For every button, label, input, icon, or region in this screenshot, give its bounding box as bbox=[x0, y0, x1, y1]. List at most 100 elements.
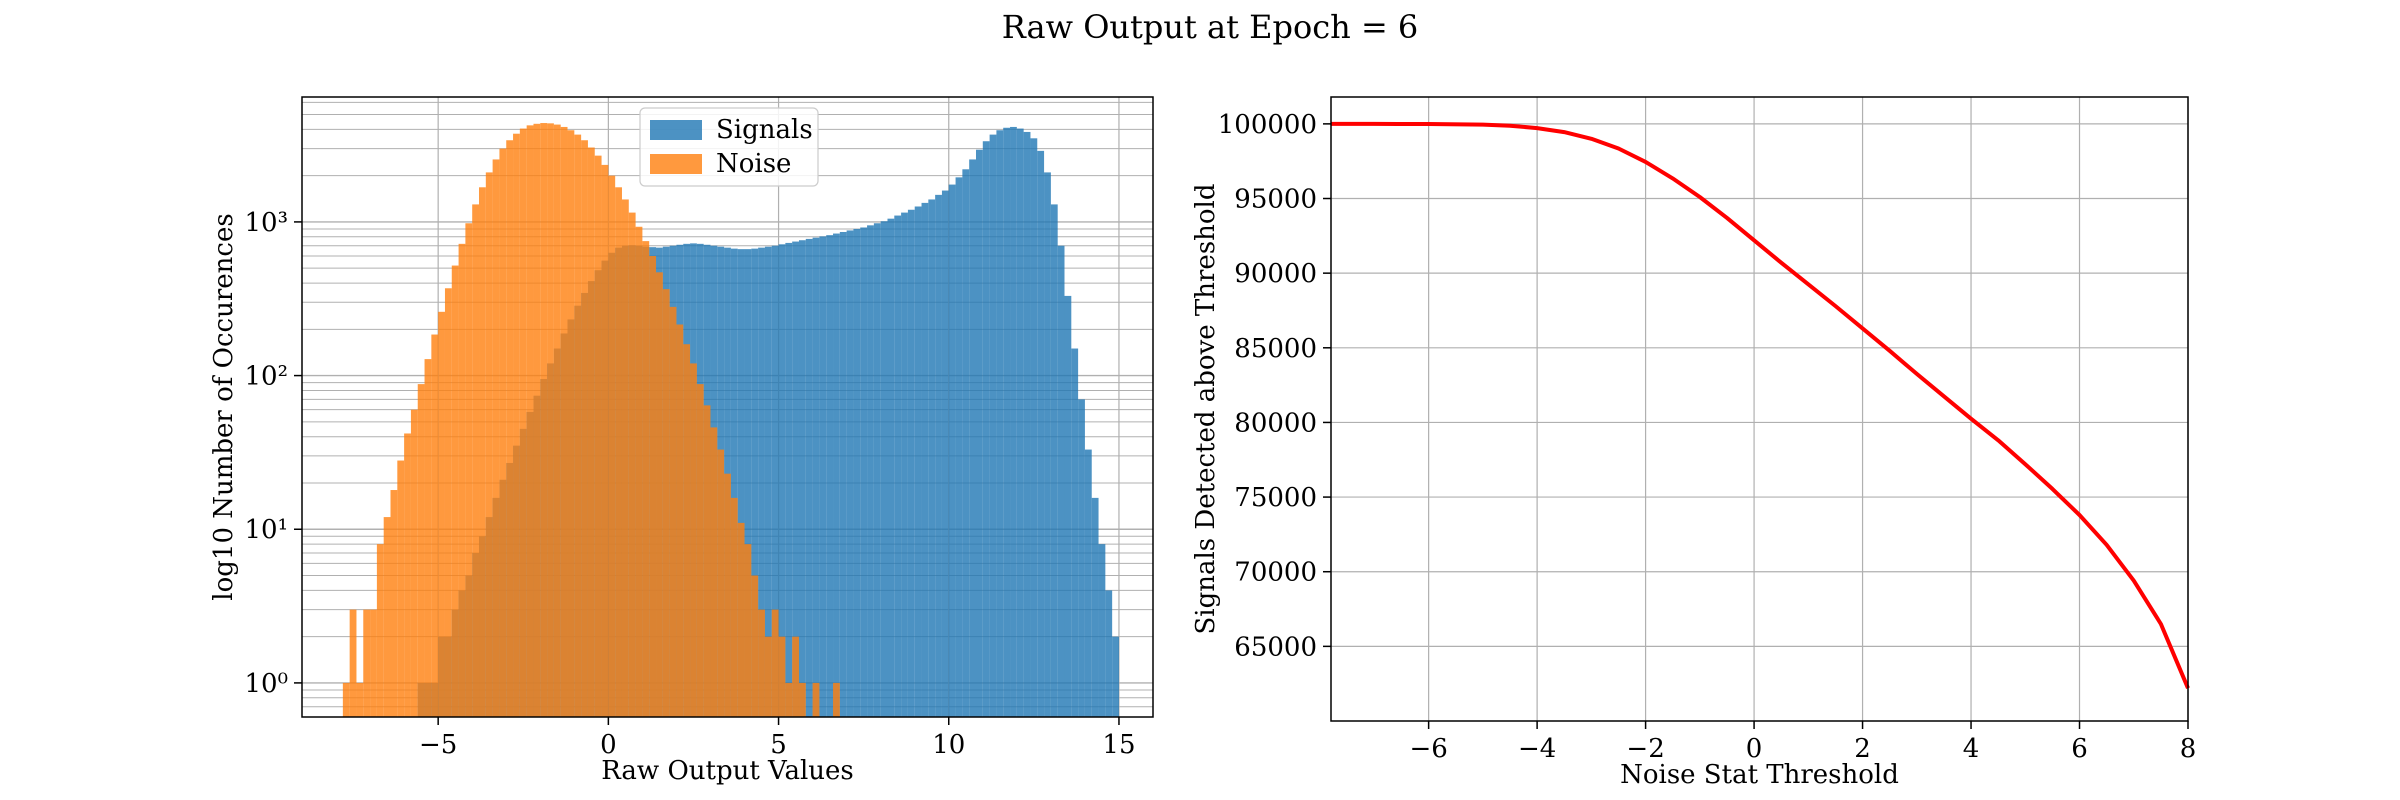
histogram-bar bbox=[744, 249, 752, 717]
histogram-bar bbox=[465, 223, 473, 717]
histogram-bar bbox=[812, 682, 820, 717]
histogram-bar bbox=[485, 172, 493, 718]
histogram-bar bbox=[792, 636, 799, 717]
histogram-x-axis-label: Raw Output Values bbox=[601, 756, 853, 786]
histogram-bar bbox=[363, 609, 371, 717]
line-y-tick-label: 85000 bbox=[1234, 334, 1317, 364]
histogram-bar bbox=[989, 134, 997, 717]
histogram-bar bbox=[547, 123, 554, 718]
histogram-bar bbox=[615, 187, 622, 717]
histogram-bar bbox=[390, 490, 398, 717]
histogram-bar bbox=[1098, 544, 1106, 717]
histogram-bar bbox=[730, 497, 738, 717]
histogram-bar bbox=[792, 241, 799, 717]
histogram-bar bbox=[553, 124, 561, 717]
histogram-bar bbox=[764, 246, 772, 717]
line-y-tick-label: 70000 bbox=[1234, 558, 1317, 588]
histogram-bar bbox=[703, 405, 711, 717]
histogram-bar bbox=[758, 609, 765, 717]
histogram-bar bbox=[771, 609, 779, 717]
line-y-tick-label: 75000 bbox=[1234, 483, 1317, 513]
histogram-bar bbox=[798, 240, 806, 717]
histogram-bar bbox=[969, 159, 976, 717]
histogram-bar bbox=[1023, 131, 1031, 717]
histogram-bar bbox=[901, 212, 908, 718]
histogram-bar bbox=[479, 187, 486, 717]
histogram-bar bbox=[628, 212, 636, 718]
line-y-ticks: 65000 70000 75000 80000 85000 90000 95000 10000… bbox=[1218, 110, 1331, 662]
histogram-bar bbox=[724, 473, 731, 717]
histogram-bar bbox=[1105, 590, 1113, 717]
histogram-bar bbox=[819, 236, 827, 717]
histogram-bar bbox=[778, 244, 786, 717]
histogram-bar bbox=[649, 256, 657, 717]
histogram-bar bbox=[717, 449, 725, 717]
histogram-bar bbox=[513, 133, 520, 718]
line-y-tick-label: 100000 bbox=[1218, 110, 1317, 140]
histogram-bar bbox=[662, 289, 670, 717]
histogram-bar bbox=[873, 223, 881, 717]
histogram-bar bbox=[397, 460, 405, 717]
histogram-bar bbox=[880, 221, 888, 717]
histogram-bar bbox=[921, 202, 929, 717]
histogram-bar bbox=[826, 235, 834, 718]
histogram-bar bbox=[376, 544, 384, 717]
line-y-tick-label: 80000 bbox=[1234, 408, 1317, 438]
histogram-bar bbox=[948, 184, 956, 717]
line-y-axis-label: Signals Detected above Threshold bbox=[1191, 183, 1221, 634]
histogram-bar bbox=[1030, 138, 1038, 717]
histogram-bar bbox=[526, 125, 534, 718]
histogram-y-tick-label: 10³ bbox=[244, 208, 288, 238]
line-x-tick-label: 4 bbox=[1963, 734, 1980, 764]
histogram-bar bbox=[805, 238, 813, 717]
histogram-bar bbox=[785, 242, 793, 717]
histogram-bar bbox=[587, 147, 595, 717]
histogram-y-axis-label: log10 Number of Occurences bbox=[209, 213, 239, 600]
histogram-bar bbox=[955, 177, 963, 717]
histogram-bar bbox=[656, 272, 663, 717]
histogram-bar bbox=[472, 204, 480, 717]
histogram-bar bbox=[581, 140, 588, 717]
histogram-bar bbox=[1064, 295, 1072, 717]
line-series-signals-detected bbox=[1331, 121, 2190, 689]
histogram-bar bbox=[751, 248, 759, 717]
histogram-bar bbox=[764, 636, 772, 717]
histogram-y-tick-label: 10² bbox=[244, 362, 288, 392]
histogram-bar bbox=[567, 130, 575, 718]
histogram-bar bbox=[533, 123, 541, 718]
histogram-bar bbox=[690, 363, 697, 717]
line-x-tick-label: 2 bbox=[1854, 734, 1871, 764]
histogram-bar bbox=[833, 682, 840, 717]
histogram-bar bbox=[1091, 497, 1099, 717]
histogram-bar bbox=[540, 123, 548, 717]
histogram-bar bbox=[342, 682, 350, 717]
histogram-bar bbox=[594, 155, 602, 717]
histogram-bar bbox=[1057, 245, 1065, 717]
histogram-bar bbox=[608, 175, 616, 718]
histogram-bar bbox=[1016, 128, 1024, 718]
histogram-legend-label: Signals bbox=[716, 115, 813, 145]
histogram-bar bbox=[506, 140, 514, 717]
histogram-bar bbox=[601, 164, 609, 717]
histogram-bar bbox=[867, 225, 874, 717]
histogram-bar bbox=[669, 306, 677, 717]
histogram-bar bbox=[710, 427, 718, 717]
histogram-bar bbox=[1084, 449, 1092, 717]
histogram-bar bbox=[635, 226, 643, 717]
histogram-bar bbox=[941, 190, 949, 717]
histogram-plot-frame bbox=[301, 96, 1154, 718]
line-x-tick-label: 6 bbox=[2071, 734, 2088, 764]
histogram-bar bbox=[833, 233, 840, 717]
histogram-bar bbox=[730, 248, 738, 717]
histogram-bar bbox=[1037, 150, 1045, 717]
histogram-bar bbox=[928, 199, 936, 717]
histogram-bar bbox=[696, 384, 704, 717]
histogram-bar bbox=[812, 237, 820, 717]
histogram-bar bbox=[962, 169, 970, 718]
histogram-x-tick-label: 15 bbox=[1102, 730, 1135, 760]
line-y-tick-label: 90000 bbox=[1234, 259, 1317, 289]
histogram-bar bbox=[887, 218, 895, 717]
histogram-bar bbox=[383, 517, 391, 717]
histogram-bar bbox=[907, 209, 915, 717]
histogram-bar bbox=[424, 359, 432, 717]
